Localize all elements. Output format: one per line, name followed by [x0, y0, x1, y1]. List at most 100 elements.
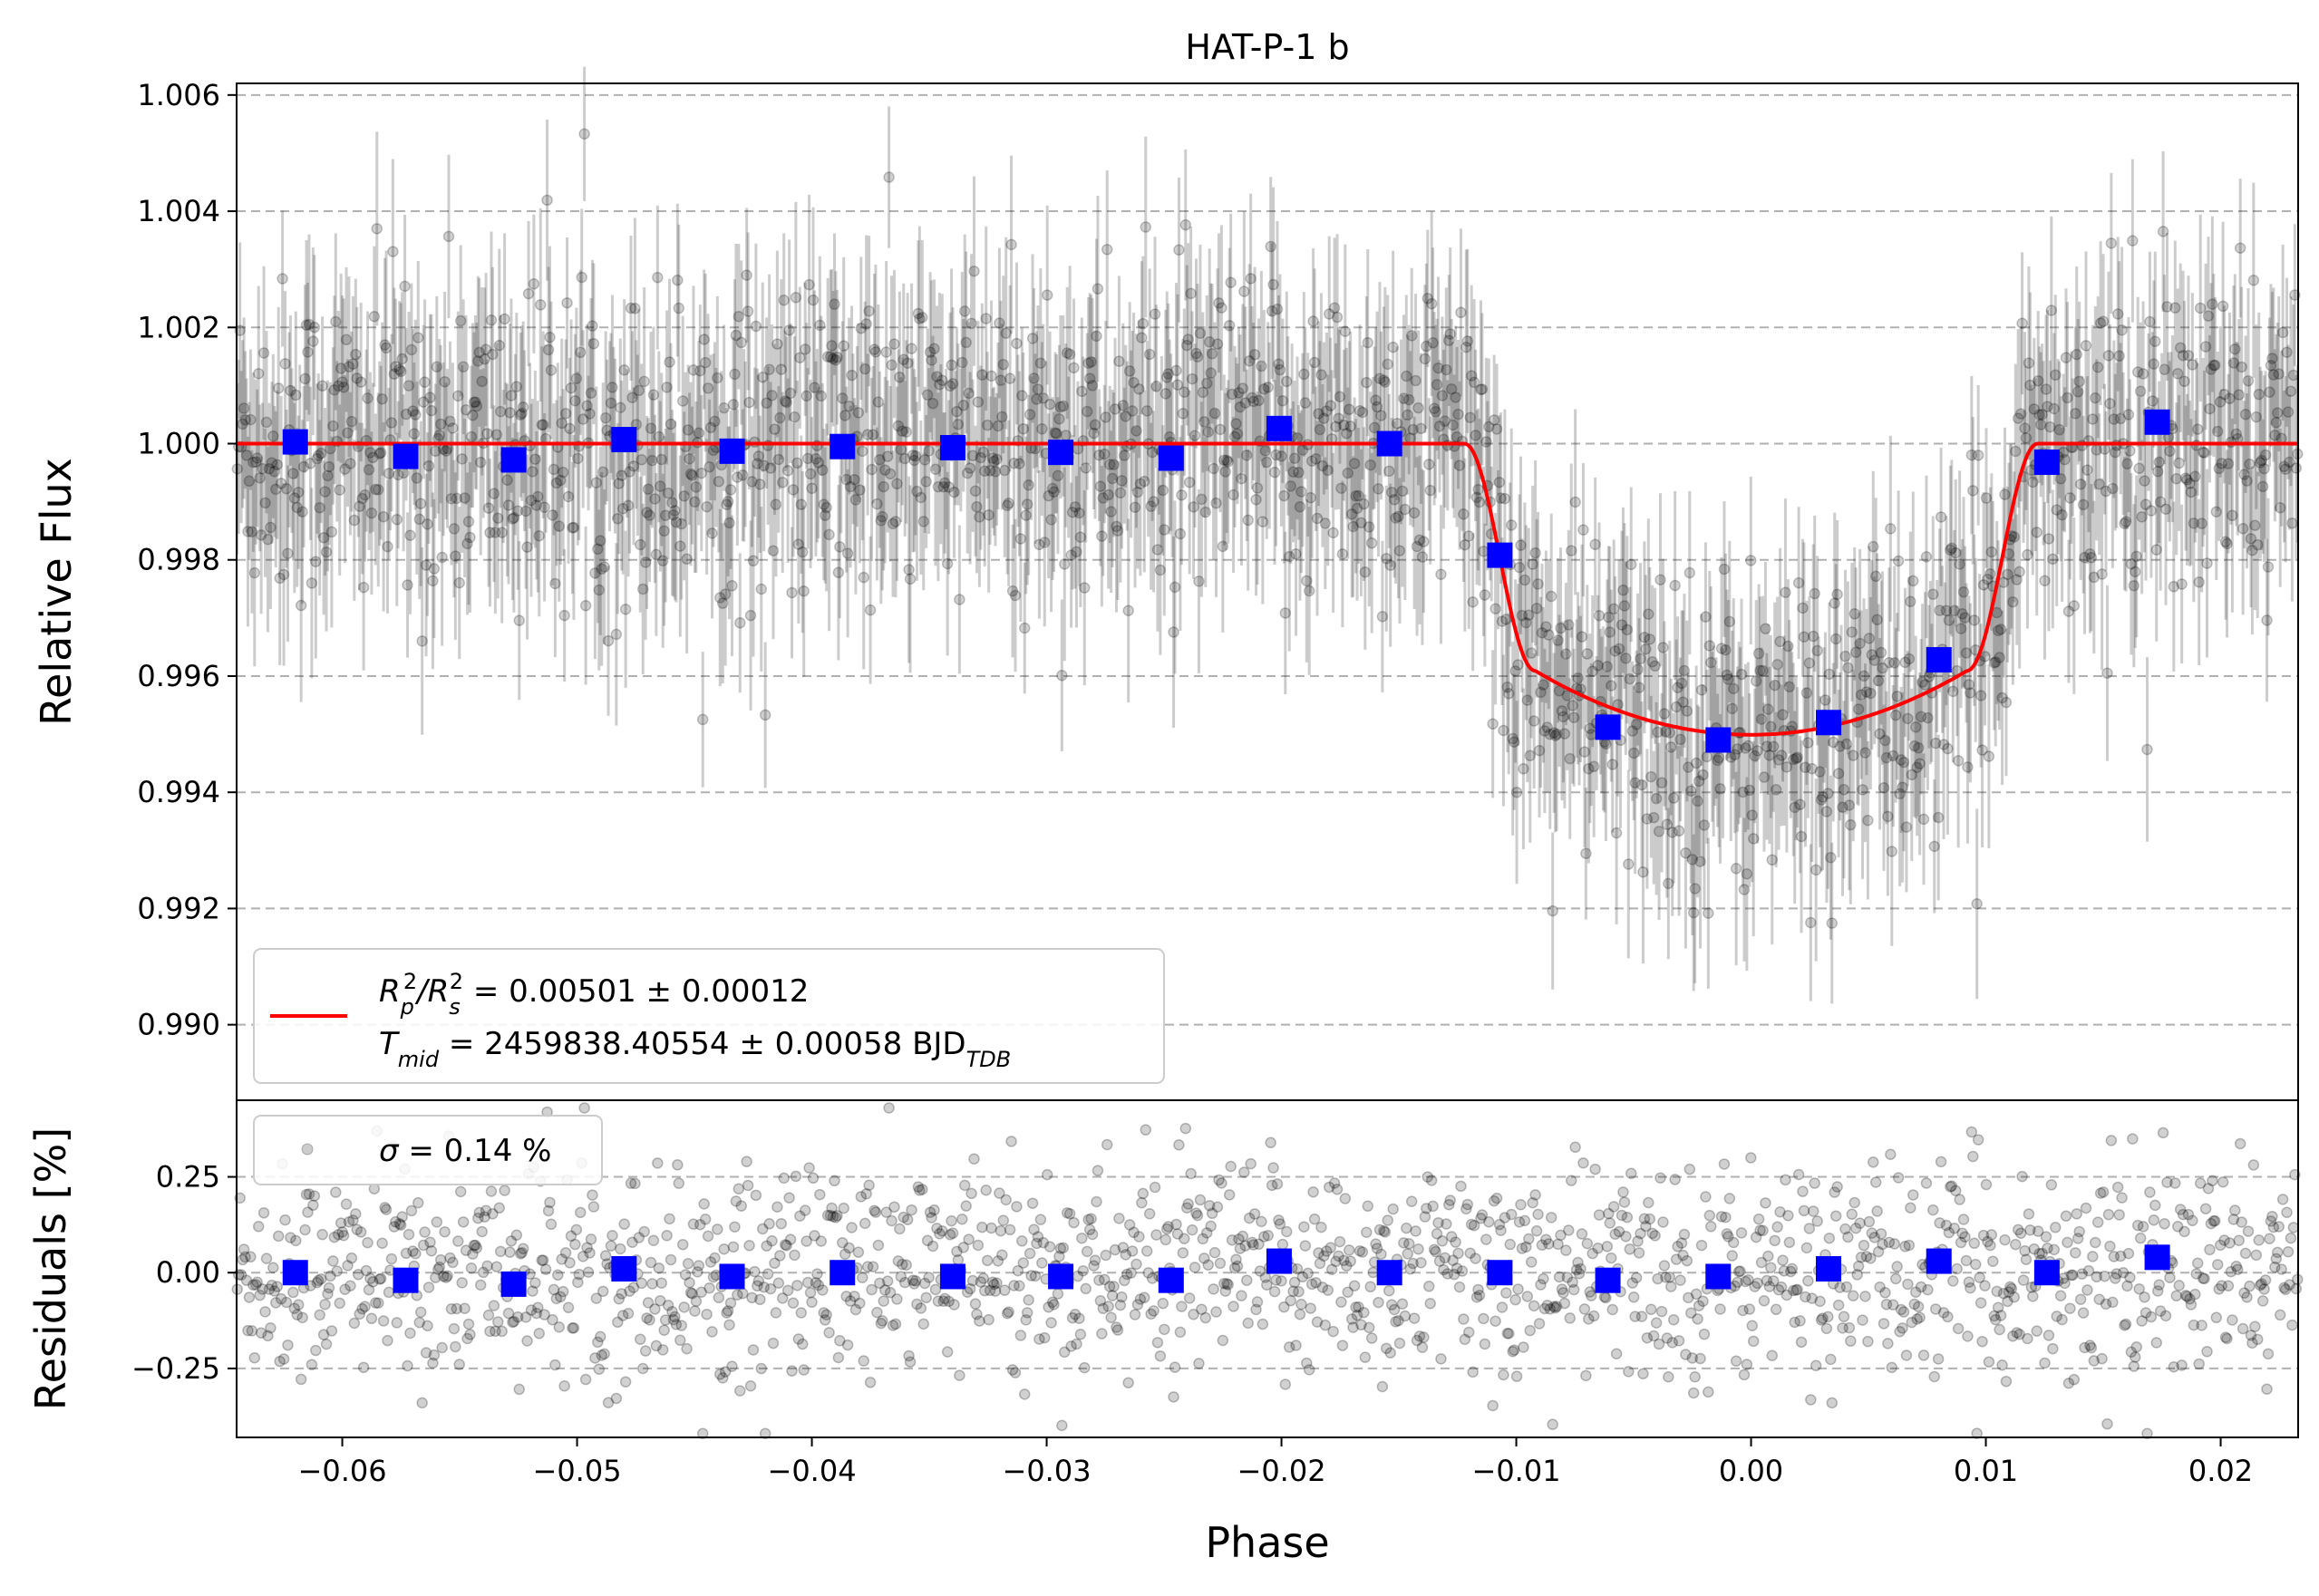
- raw-data-point: [434, 344, 447, 504]
- residual-raw-point: [2090, 1236, 2101, 1249]
- residual-raw-point: [2178, 1225, 2190, 1238]
- residual-raw-point: [1823, 1233, 1836, 1244]
- residual-raw-point: [744, 1380, 757, 1392]
- residual-binned-point: [1705, 1263, 1732, 1290]
- raw-data-point: [639, 485, 652, 640]
- residual-raw-point: [1401, 1222, 1412, 1234]
- raw-data-point: [732, 409, 743, 546]
- residual-raw-point: [774, 1250, 786, 1262]
- residual-raw-point: [723, 1319, 735, 1331]
- raw-data-point: [714, 508, 726, 687]
- raw-data-point: [615, 338, 626, 478]
- residual-raw-point: [2274, 1309, 2286, 1321]
- residual-raw-point: [357, 1361, 370, 1374]
- residual-raw-point: [1242, 1317, 1254, 1330]
- residual-raw-point: [1822, 1311, 1834, 1323]
- residual-raw-point: [308, 1190, 321, 1202]
- residual-raw-point: [383, 1286, 395, 1299]
- residual-raw-point: [1700, 1191, 1712, 1203]
- residual-raw-point: [1567, 1283, 1580, 1296]
- residual-raw-point: [584, 1247, 596, 1259]
- residual-raw-point: [1857, 1314, 1868, 1326]
- residual-raw-point: [1336, 1340, 1349, 1351]
- residual-raw-point: [1862, 1335, 1874, 1348]
- residual-raw-point: [529, 1277, 541, 1289]
- residual-raw-point: [1387, 1203, 1399, 1215]
- raw-data-point: [521, 454, 533, 640]
- raw-data-point: [522, 220, 535, 367]
- raw-data-point: [383, 387, 395, 559]
- residual-raw-point: [703, 1282, 715, 1294]
- raw-data-point: [652, 205, 664, 350]
- raw-data-point: [310, 464, 322, 659]
- residual-raw-point: [2081, 1284, 2093, 1296]
- residual-raw-point: [380, 1204, 393, 1215]
- residual-raw-point: [1585, 1290, 1597, 1301]
- residual-raw-point: [1807, 1205, 1819, 1217]
- residual-raw-point: [1683, 1163, 1696, 1175]
- raw-data-point: [427, 492, 439, 670]
- residual-raw-point: [579, 1373, 592, 1386]
- raw-data-point: [646, 392, 658, 528]
- residual-raw-point: [1942, 1311, 1954, 1323]
- residual-raw-point: [869, 1206, 882, 1218]
- residual-raw-point: [2145, 1311, 2158, 1323]
- residual-raw-point: [1014, 1330, 1027, 1341]
- raw-data-point: [460, 314, 472, 505]
- residual-raw-point: [817, 1284, 829, 1296]
- residual-raw-point: [1470, 1253, 1481, 1264]
- raw-data-point: [485, 231, 498, 410]
- residual-raw-point: [2096, 1352, 2108, 1365]
- raw-data-point: [742, 232, 754, 391]
- raw-data-point: [696, 652, 709, 788]
- raw-data-point: [589, 487, 601, 660]
- residual-binned-point: [393, 1267, 419, 1293]
- residual-raw-point: [915, 1302, 927, 1314]
- residual-raw-point: [1694, 1352, 1706, 1365]
- residual-raw-point: [1231, 1260, 1244, 1272]
- raw-data-point: [674, 455, 686, 637]
- residual-raw-point: [1758, 1295, 1771, 1307]
- residual-raw-point: [1530, 1224, 1543, 1237]
- residual-raw-point: [1295, 1298, 1307, 1311]
- raw-data-point: [544, 246, 556, 429]
- raw-data-point: [755, 507, 768, 672]
- residual-raw-point: [1077, 1264, 1090, 1277]
- residual-raw-point: [464, 1329, 476, 1340]
- raw-data-point: [440, 382, 452, 519]
- residual-raw-point: [1983, 1356, 1995, 1368]
- raw-data-point: [510, 313, 523, 461]
- residual-raw-point: [1557, 1287, 1569, 1299]
- residual-raw-point: [815, 1235, 828, 1247]
- residual-raw-point: [2247, 1159, 2260, 1171]
- raw-data-point: [598, 489, 610, 644]
- residual-raw-point: [2273, 1221, 2285, 1233]
- residual-raw-point: [1564, 1312, 1577, 1324]
- raw-data-point: [541, 119, 553, 281]
- residual-raw-point: [1185, 1167, 1197, 1180]
- residual-raw-point: [1922, 1283, 1934, 1296]
- residual-raw-point: [2239, 1247, 2252, 1260]
- raw-data-point: [801, 368, 814, 549]
- main-y-tick-label: 0.998: [137, 543, 220, 577]
- residual-raw-point: [1490, 1192, 1503, 1204]
- residual-raw-point: [786, 1365, 798, 1377]
- raw-data-point: [356, 422, 368, 575]
- residual-raw-point: [733, 1183, 745, 1195]
- residual-raw-point: [1891, 1261, 1903, 1272]
- residual-raw-point: [2285, 1232, 2297, 1244]
- raw-data-point: [457, 299, 470, 435]
- residual-raw-point: [1129, 1309, 1141, 1320]
- residual-raw-point: [1832, 1299, 1845, 1311]
- residual-raw-point: [271, 1281, 283, 1292]
- residual-raw-point: [1307, 1185, 1319, 1198]
- residual-raw-point: [1545, 1212, 1557, 1224]
- legend-line-1-r: R: [379, 973, 401, 1010]
- residual-raw-point: [422, 1320, 433, 1332]
- raw-data-point: [315, 383, 327, 523]
- residual-raw-point: [775, 1217, 788, 1230]
- raw-data-point: [650, 473, 663, 636]
- main-raw-points: [231, 66, 2304, 1004]
- residual-raw-point: [1838, 1311, 1850, 1322]
- residual-raw-point: [1122, 1377, 1134, 1388]
